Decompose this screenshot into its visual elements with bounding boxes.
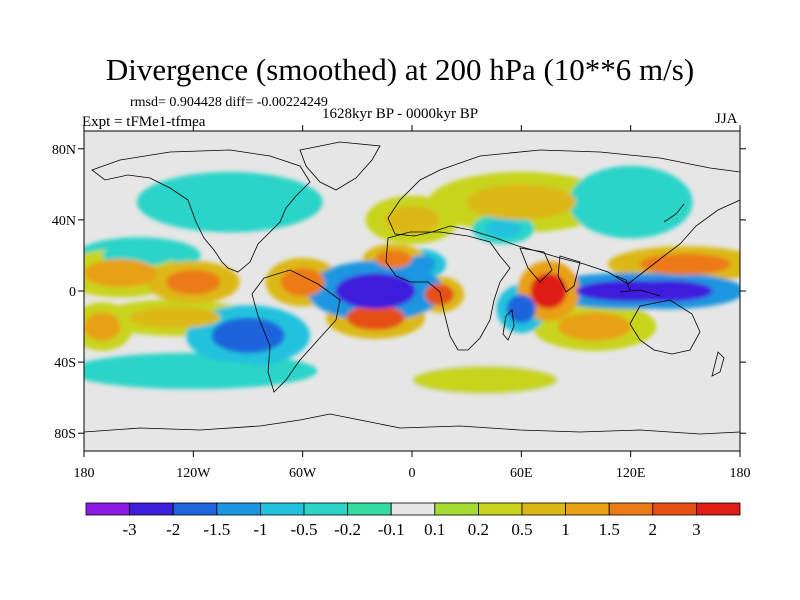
field-anomaly	[406, 255, 436, 274]
colorbar-label: 3	[692, 520, 701, 539]
x-tick-label: 60W	[289, 466, 317, 481]
y-tick-label: 40S	[54, 356, 76, 371]
colorbar-label: -1.5	[203, 520, 230, 539]
field-anomaly	[211, 317, 285, 354]
field-anomaly	[175, 184, 285, 220]
field-anomaly	[424, 283, 454, 306]
colorbar-label: 2	[649, 520, 658, 539]
colorbar-label: 0.5	[511, 520, 532, 539]
colorbar-swatch	[390, 502, 436, 516]
field-anomaly	[84, 312, 121, 341]
field-anomaly	[129, 307, 221, 329]
x-tick-label: 120E	[616, 466, 646, 481]
x-tick-label: 120W	[176, 466, 211, 481]
y-tick-label: 0	[69, 285, 76, 300]
season-label: JJA	[715, 111, 738, 127]
colorbar-label: 0.2	[468, 520, 489, 539]
colorbar-swatch	[565, 502, 610, 516]
y-tick-label: 40N	[52, 214, 76, 229]
colorbar-swatch	[696, 502, 741, 516]
x-tick-label: 0	[409, 466, 416, 481]
colorbar-swatch	[303, 502, 348, 516]
x-tick-label: 60E	[510, 466, 533, 481]
colorbar-label: -1	[253, 520, 267, 539]
y-tick-label: 80S	[54, 427, 76, 442]
colorbar-swatch	[652, 502, 697, 516]
colorbar-label: 0.1	[424, 520, 445, 539]
colorbar-swatch	[259, 502, 305, 516]
stats-line: rmsd= 0.904428 diff= -0.00224249	[130, 95, 328, 110]
field-anomaly	[84, 259, 157, 288]
field-anomaly	[506, 294, 536, 323]
field-anomaly	[280, 267, 325, 297]
colorbar: -3 -2 -1.5 -1 -0.5 -0.2 -0.1 0.1 0.2 0.5 1 1.5 2 3	[85, 502, 741, 539]
axis-ticks: 180 120W 60W 0 60E 120E 180 80N 40N 0 40S 80S	[52, 125, 751, 481]
colorbar-swatch	[521, 502, 566, 516]
field-anomaly	[594, 180, 668, 224]
colorbar-swatch	[434, 502, 479, 516]
x-tick-label: 180	[74, 466, 95, 481]
x-tick-label: 180	[730, 466, 751, 481]
colorbar-label: -0.5	[291, 520, 318, 539]
colorbar-label: -0.2	[334, 520, 361, 539]
field-anomaly	[484, 219, 522, 238]
field-anomaly	[375, 250, 412, 268]
colorbar-label: -3	[123, 520, 137, 539]
colorbar-swatch	[608, 502, 654, 516]
plot-title: Divergence (smoothed) at 200 hPa (10**6 …	[105, 52, 695, 87]
colorbar-swatch	[85, 502, 130, 516]
field-anomaly	[530, 273, 567, 309]
colorbar-swatch	[172, 502, 218, 516]
coastlines	[84, 141, 740, 435]
colorbar-label: -0.1	[378, 520, 405, 539]
divergence-field	[84, 165, 740, 405]
field-anomaly	[335, 273, 416, 309]
field-anomaly	[466, 184, 576, 220]
colorbar-label: 1.5	[599, 520, 620, 539]
colorbar-swatch	[129, 502, 174, 516]
field-anomaly	[639, 253, 731, 275]
y-tick-label: 80N	[52, 143, 76, 158]
colorbar-label: 1	[561, 520, 570, 539]
field-anomaly	[166, 269, 221, 295]
colorbar-swatch	[216, 502, 261, 516]
colorbar-swatch	[347, 502, 392, 516]
colorbar-swatch	[477, 502, 523, 516]
experiment-label: Expt = tFMe1-tfmea	[82, 114, 206, 130]
field-anomaly	[346, 305, 405, 331]
colorbar-label: -2	[166, 520, 180, 539]
field-anomaly	[120, 360, 267, 382]
field-anomaly	[384, 205, 440, 235]
field-anomaly	[557, 312, 631, 341]
field-anomaly	[412, 365, 558, 395]
period-label: 1628kyr BP - 0000kyr BP	[322, 106, 479, 122]
